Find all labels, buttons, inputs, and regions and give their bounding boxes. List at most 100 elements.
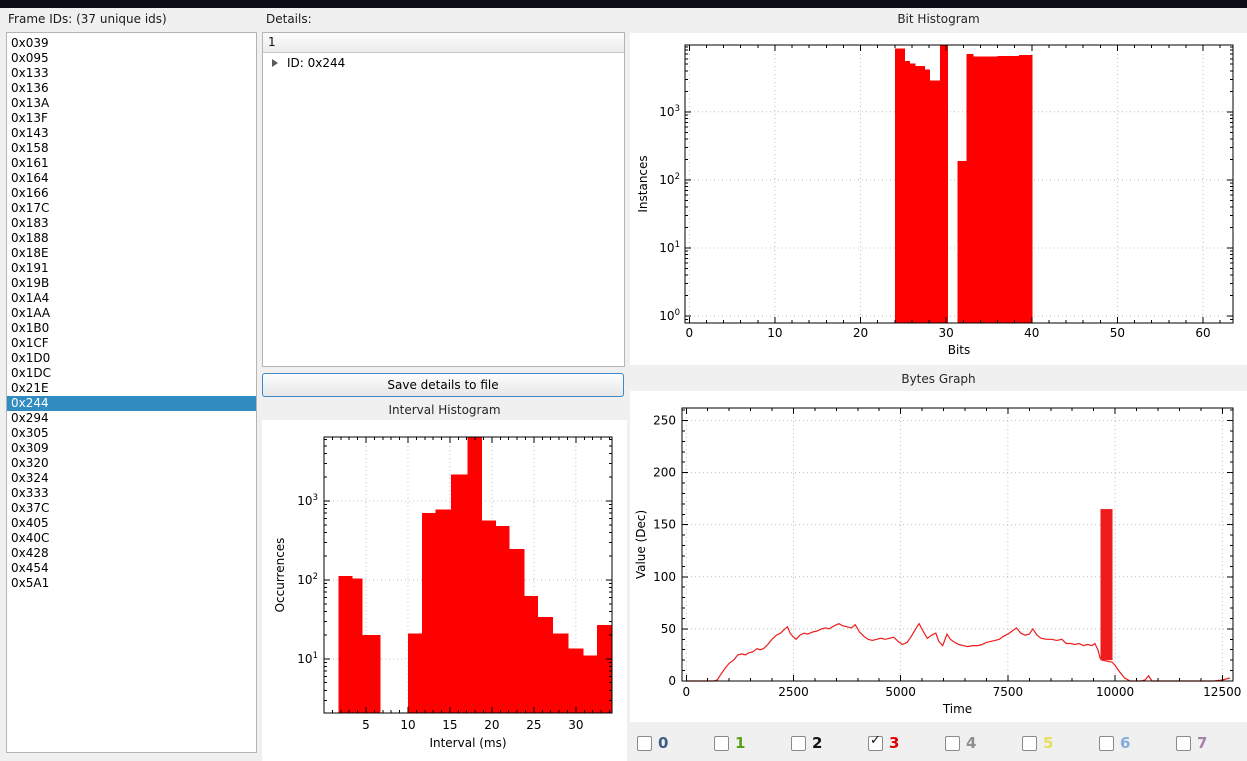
frame-ids-label: Frame IDs: (37 unique ids) [8, 12, 167, 26]
byte-checkbox[interactable] [1176, 735, 1191, 751]
list-item[interactable]: 0x166 [11, 186, 49, 200]
list-item[interactable]: 0x5A1 [11, 576, 50, 590]
list-item[interactable]: 0x1D0 [11, 351, 51, 365]
byte-checkbox-label: 3 [889, 733, 900, 752]
list-item[interactable]: 0x136 [11, 81, 49, 95]
histogram-bar [407, 633, 423, 713]
list-item[interactable]: 0x158 [11, 141, 49, 155]
histogram-bar [481, 520, 497, 713]
list-item[interactable]: 0x183 [11, 216, 49, 230]
histogram-bar [496, 526, 510, 713]
x-tick-label: 5000 [885, 685, 916, 699]
list-item[interactable]: 0x133 [11, 66, 49, 80]
x-tick-label: 0 [682, 685, 690, 699]
list-item[interactable]: 0x143 [11, 126, 49, 140]
x-axis-label: Bits [948, 343, 971, 357]
x-tick-label: 10 [400, 718, 415, 732]
x-tick-label: 10000 [1096, 685, 1134, 699]
histogram-bar [450, 474, 468, 713]
list-item[interactable]: 0x164 [11, 171, 49, 185]
histogram-bar [568, 648, 584, 713]
histogram-bar [1018, 55, 1033, 324]
list-item[interactable]: 0x1DC [11, 366, 51, 380]
list-item[interactable]: 0x1CF [11, 336, 49, 350]
list-item[interactable]: 0x13A [11, 96, 50, 110]
list-item[interactable]: 0x405 [11, 516, 49, 530]
list-item[interactable]: 0x333 [11, 486, 49, 500]
histogram-bar [352, 578, 363, 713]
list-item[interactable]: 0x1A4 [11, 291, 50, 305]
list-item[interactable]: 0x095 [11, 51, 49, 65]
y-tick-label: 103 [297, 493, 318, 508]
list-item[interactable]: 0x18E [11, 246, 49, 260]
line-series [686, 622, 1231, 682]
histogram-bar [583, 655, 597, 713]
byte-checkbox[interactable]: ✓ [868, 733, 883, 751]
list-item[interactable]: 0x161 [11, 156, 49, 170]
byte-checkbox-label: 0 [658, 733, 669, 752]
byte-checkbox[interactable] [1099, 735, 1114, 751]
histogram-bar [422, 513, 436, 713]
list-item[interactable]: 0x244 [7, 396, 256, 411]
histogram-bar [362, 635, 381, 713]
x-tick-label: 20 [484, 718, 499, 732]
list-item[interactable]: 0x309 [11, 441, 49, 455]
byte-checkbox[interactable] [714, 735, 729, 751]
list-item[interactable]: 0x320 [11, 456, 49, 470]
window-top-strip [0, 0, 1247, 8]
histogram-bar [966, 54, 974, 324]
x-tick-label: 30 [939, 326, 954, 340]
byte-checkbox-cell: 6 [1092, 727, 1169, 759]
frame-id-list[interactable]: 0x039 0x095 0x133 0x136 0x13A 0x13F 0x143 0x158… [6, 32, 257, 753]
interval-histogram-title: Interval Histogram [388, 403, 501, 417]
details-tree-item[interactable]: ID: 0x244 [263, 53, 624, 73]
list-item[interactable]: 0x188 [11, 231, 49, 245]
details-tree-item-label: ID: 0x244 [287, 56, 346, 70]
x-tick-label: 0 [685, 326, 693, 340]
y-axis-label: Instances [636, 155, 650, 212]
save-details-button[interactable]: Save details to file [262, 373, 624, 397]
list-item[interactable]: 0x454 [11, 561, 49, 575]
histogram-bar [894, 48, 906, 323]
byte-checkbox[interactable] [1022, 735, 1037, 751]
list-item[interactable]: 0x428 [11, 546, 49, 560]
spike-block [1100, 509, 1113, 661]
list-item[interactable]: 0x21E [11, 381, 49, 395]
list-item[interactable]: 0x191 [11, 261, 49, 275]
y-tick-label: 150 [653, 518, 676, 532]
x-tick-label: 15 [442, 718, 457, 732]
list-item[interactable]: 0x039 [11, 36, 49, 50]
x-tick-label: 60 [1195, 326, 1210, 340]
histogram-bar [910, 63, 916, 323]
byte-checkbox-cell: 1 [707, 727, 784, 759]
expand-arrow-icon[interactable] [272, 59, 278, 67]
byte-checkbox-cell: 7 [1169, 727, 1246, 759]
byte-checkbox[interactable] [637, 735, 652, 751]
histogram-bar [509, 549, 525, 713]
histogram-bar [553, 633, 569, 713]
bytes-graph-title: Bytes Graph [901, 372, 976, 386]
list-item[interactable]: 0x305 [11, 426, 49, 440]
list-item[interactable]: 0x37C [11, 501, 50, 515]
x-tick-label: 20 [853, 326, 868, 340]
byte-checkbox[interactable] [945, 735, 960, 751]
byte-checkbox-cell: 5 [1015, 727, 1092, 759]
x-tick-label: 50 [1110, 326, 1125, 340]
list-item[interactable]: 0x40C [11, 531, 50, 545]
list-item[interactable]: 0x13F [11, 111, 48, 125]
list-item[interactable]: 0x294 [11, 411, 49, 425]
y-tick-label: 101 [659, 240, 680, 255]
list-item[interactable]: 0x324 [11, 471, 49, 485]
histogram-bar [957, 160, 967, 323]
byte-checkbox[interactable] [791, 735, 806, 751]
list-item[interactable]: 0x1B0 [11, 321, 50, 335]
x-tick-label: 30 [568, 718, 583, 732]
list-item[interactable]: 0x17C [11, 201, 50, 215]
byte-checkbox-label: 1 [735, 733, 746, 752]
histogram-bar [940, 45, 948, 324]
list-item[interactable]: 0x19B [11, 276, 50, 290]
details-tree-header: 1 [263, 33, 624, 53]
histogram-bar [467, 437, 482, 713]
list-item[interactable]: 0x1AA [11, 306, 51, 320]
bit-histogram-title: Bit Histogram [897, 12, 980, 26]
